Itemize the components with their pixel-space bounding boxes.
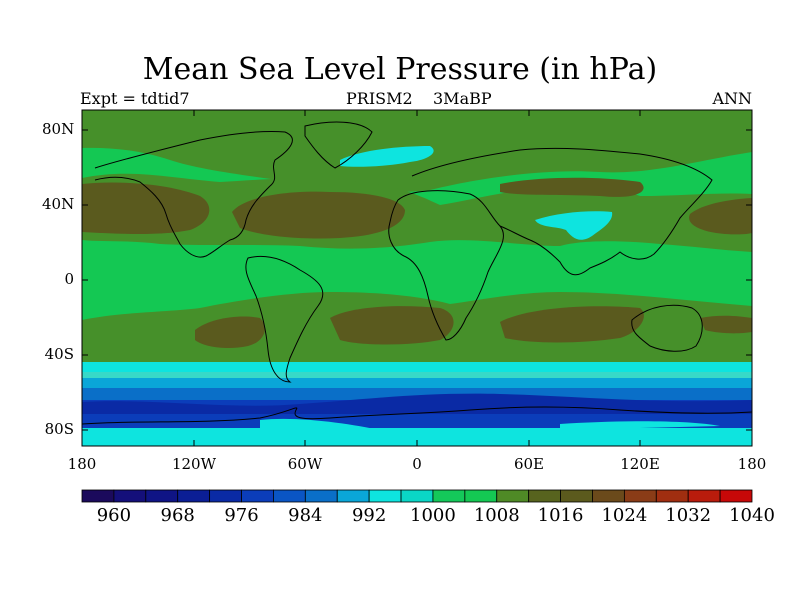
- south-atlantic-high: [330, 306, 454, 345]
- lon-label-180e: 180: [737, 455, 767, 473]
- lat-label-40s: 40S: [44, 345, 74, 363]
- colorbar-tick-label: 1032: [665, 505, 712, 526]
- colorbar-tick-label: 1016: [537, 505, 584, 526]
- colorbar-swatch: [177, 489, 211, 503]
- south-indian-high: [500, 306, 644, 343]
- colorbar-swatch: [432, 489, 466, 503]
- azores-high: [232, 191, 405, 239]
- axis-ticks: [81, 110, 753, 446]
- south-pacific-high-east: [700, 315, 752, 334]
- coast-africa: [388, 190, 504, 341]
- colorbar: [81, 489, 753, 503]
- asia-high: [500, 177, 644, 197]
- north-pacific-high: [82, 182, 210, 234]
- colorbar-tick-label: 1008: [473, 505, 520, 526]
- colorbar-swatch: [560, 489, 593, 503]
- lon-label-120e: 120E: [620, 455, 660, 473]
- colorbar-swatch: [304, 489, 338, 503]
- southern-dark-blue-trough: [82, 393, 752, 417]
- lon-label-180w: 180: [67, 455, 97, 473]
- south-pacific-high: [195, 316, 265, 348]
- colorbar-tick-label: 968: [160, 505, 195, 526]
- lat-label-80s: 80S: [44, 420, 74, 438]
- colorbar-swatch: [113, 489, 147, 503]
- asian-monsoon-low: [535, 211, 613, 240]
- lat-label-40n: 40N: [42, 195, 75, 213]
- colorbar-swatch: [400, 489, 434, 503]
- colorbar-swatch: [368, 489, 402, 503]
- colorbar-swatch: [464, 489, 498, 503]
- colorbar-tick-label: 976: [224, 505, 259, 526]
- colorbar-tick-label: 1024: [601, 505, 648, 526]
- colorbar-swatch: [592, 489, 625, 503]
- southern-cyan-band: [82, 362, 752, 372]
- colorbar-swatch: [145, 489, 179, 503]
- colorbar-swatch: [496, 489, 530, 503]
- colorbar-tick-label: 984: [288, 505, 323, 526]
- period-label: 3MaBP: [433, 89, 492, 108]
- colorbar-swatch: [623, 489, 657, 503]
- colorbar-tick-label: 960: [96, 505, 132, 526]
- season-label: ANN: [712, 89, 752, 108]
- coast-greenland: [304, 121, 373, 169]
- lon-label-60e: 60E: [513, 455, 545, 473]
- colorbar-swatch: [687, 489, 721, 503]
- colorbar-swatch: [273, 489, 306, 503]
- arctic-low: [340, 146, 434, 167]
- colorbar-tick-label: 1040: [729, 505, 775, 526]
- colorbar-tick-label: 1000: [410, 505, 456, 526]
- lon-label-120w: 120W: [171, 455, 217, 473]
- coastlines: [82, 121, 752, 425]
- pressure-field: [82, 110, 752, 446]
- southern-light-blue-band: [82, 378, 752, 388]
- colorbar-tick-label: 992: [351, 505, 387, 526]
- page-title: Mean Sea Level Pressure (in hPa): [142, 52, 658, 87]
- north-pacific-high-east: [689, 198, 752, 235]
- colorbar-swatch: [209, 489, 242, 503]
- expt-label: Expt = tdtid7: [80, 89, 190, 108]
- colorbar-swatch: [655, 489, 689, 503]
- coast-south-america: [245, 256, 324, 383]
- colorbar-swatch: [81, 489, 115, 503]
- southern-light-cyan-band: [82, 372, 752, 378]
- lat-label-0: 0: [64, 270, 74, 288]
- lon-label-60w: 60W: [287, 455, 323, 473]
- antarctic-cyan: [82, 418, 752, 446]
- coast-eurasia: [411, 147, 713, 276]
- lon-label-0: 0: [412, 455, 422, 473]
- colorbar-swatch: [719, 489, 753, 503]
- coast-antarctica: [82, 406, 752, 425]
- colorbar-swatch: [336, 489, 370, 503]
- coast-north-america: [94, 130, 293, 258]
- colorbar-swatch: [528, 489, 561, 503]
- lat-label-80n: 80N: [42, 120, 75, 138]
- coast-australia: [631, 304, 703, 352]
- experiment-name: PRISM2: [346, 89, 413, 108]
- colorbar-swatch: [241, 489, 274, 503]
- experiment-label: PRISM2 3MaBP: [346, 89, 492, 108]
